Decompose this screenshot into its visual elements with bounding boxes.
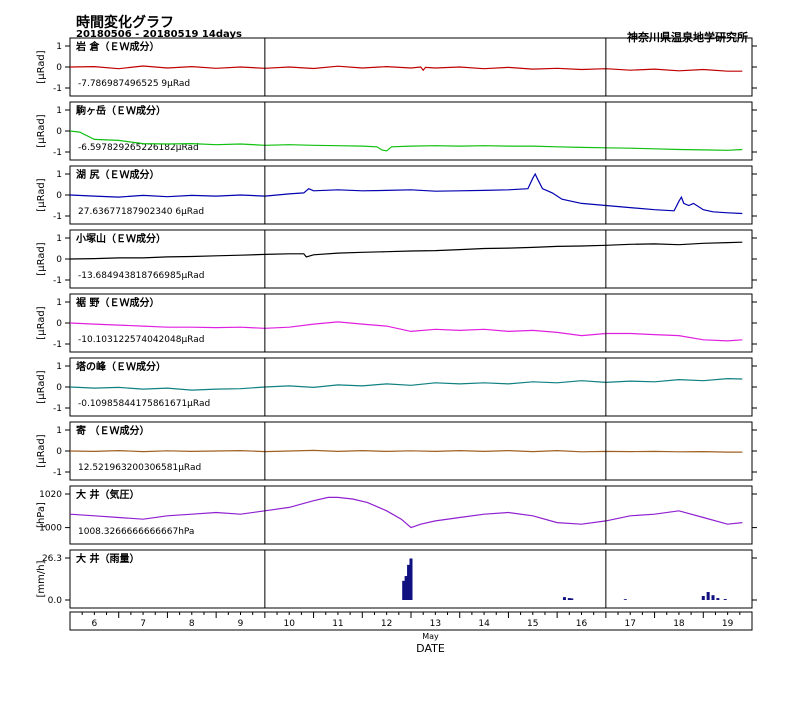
x-tick-label: 19 bbox=[722, 619, 734, 629]
y-tick-label: -1 bbox=[53, 276, 62, 286]
rain-bar bbox=[623, 599, 627, 600]
rain-bar bbox=[567, 598, 571, 600]
y-tick-label: -1 bbox=[53, 212, 62, 222]
rain-bar bbox=[409, 558, 413, 600]
panel-frame bbox=[69, 549, 753, 609]
x-axis-label: DATE bbox=[416, 642, 445, 655]
x-tick-label: 16 bbox=[576, 619, 588, 629]
x-tick-label: 15 bbox=[527, 619, 538, 629]
x-tick-label: 8 bbox=[189, 619, 195, 629]
y-axis-label: [μRad] bbox=[36, 114, 47, 147]
y-tick-label: -1 bbox=[53, 84, 62, 94]
offset-label: -10.103122574042048μRad bbox=[78, 335, 204, 345]
x-tick-label: 11 bbox=[332, 619, 343, 629]
series-line bbox=[69, 449, 743, 453]
y-tick-label: 26.3 bbox=[42, 554, 62, 564]
y-axis-label: [μRad] bbox=[36, 370, 47, 403]
y-tick-label: 1 bbox=[56, 234, 62, 244]
series-name: 岩 倉（ＥＷ成分） bbox=[75, 40, 159, 53]
x-tick-label: 12 bbox=[381, 619, 392, 629]
offset-label: -0.10985844175861671μRad bbox=[78, 399, 210, 409]
y-axis-label: [μRad] bbox=[36, 306, 47, 339]
series-name: 大 井（気圧） bbox=[76, 488, 139, 501]
rain-bar bbox=[404, 576, 408, 600]
y-tick-label: 0 bbox=[56, 63, 62, 73]
offset-label: -13.684943818766985μRad bbox=[78, 271, 204, 281]
y-tick-label: 1 bbox=[56, 426, 62, 436]
series-name: 駒ヶ岳（ＥＷ成分） bbox=[75, 104, 166, 117]
y-tick-label: 1 bbox=[56, 362, 62, 372]
month-label: May bbox=[422, 632, 439, 641]
offset-label: 1008.3266666666667hPa bbox=[78, 527, 194, 537]
series-line bbox=[69, 172, 743, 215]
x-tick-label: 9 bbox=[238, 619, 244, 629]
y-axis-label: [hPa] bbox=[36, 502, 47, 528]
y-tick-label: 0 bbox=[56, 383, 62, 393]
series-line bbox=[69, 496, 743, 529]
rain-bar bbox=[716, 598, 720, 600]
x-tick-label: 13 bbox=[430, 619, 441, 629]
y-tick-label: 0 bbox=[56, 191, 62, 201]
rain-bar bbox=[562, 597, 566, 600]
offset-label: -7.786987496525 9μRad bbox=[78, 79, 190, 89]
series-line bbox=[69, 377, 743, 391]
rain-bar bbox=[723, 599, 727, 600]
y-tick-label: 1 bbox=[56, 170, 62, 180]
offset-label: 27.63677187902340 6μRad bbox=[78, 207, 204, 217]
y-tick-label: 0 bbox=[56, 255, 62, 265]
rain-bar bbox=[570, 598, 574, 600]
panel-frame bbox=[69, 485, 753, 545]
series-line bbox=[69, 321, 743, 342]
series-line bbox=[69, 130, 743, 152]
y-axis-label: [μRad] bbox=[36, 178, 47, 211]
chart-title: 時間変化グラフ bbox=[76, 15, 174, 31]
y-tick-label: -1 bbox=[53, 340, 62, 350]
rain-bar bbox=[706, 592, 710, 600]
series-name: 小塚山（ＥＷ成分） bbox=[75, 232, 166, 245]
x-tick-label: 10 bbox=[283, 619, 295, 629]
y-axis-label: [μRad] bbox=[36, 50, 47, 83]
y-tick-label: -1 bbox=[53, 148, 62, 158]
series-name: 寄 （ＥＷ成分） bbox=[76, 424, 149, 437]
y-tick-label: 1000 bbox=[39, 524, 62, 534]
y-tick-label: 0 bbox=[56, 319, 62, 329]
y-tick-label: 0 bbox=[56, 447, 62, 457]
y-tick-label: -1 bbox=[53, 404, 62, 414]
y-tick-label: 0.0 bbox=[48, 596, 63, 606]
y-tick-label: 1 bbox=[56, 42, 62, 52]
x-tick-label: 14 bbox=[478, 619, 490, 629]
y-axis-label: [μRad] bbox=[36, 242, 47, 275]
chart-subtitle: 20180506 - 20180519 14days bbox=[76, 29, 242, 40]
series-line bbox=[69, 65, 743, 72]
y-tick-label: 0 bbox=[56, 127, 62, 137]
x-tick-label: 6 bbox=[91, 619, 97, 629]
series-line bbox=[69, 241, 743, 260]
series-name: 裾 野（ＥＷ成分） bbox=[76, 296, 159, 309]
x-tick-label: 18 bbox=[673, 619, 685, 629]
series-name: 湖 尻（ＥＷ成分） bbox=[76, 168, 159, 181]
series-name: 大 井（雨量） bbox=[76, 552, 139, 565]
y-tick-label: 1 bbox=[56, 106, 62, 116]
y-axis-label: [mm/h] bbox=[36, 560, 47, 597]
series-name: 塔の峰（ＥＷ成分） bbox=[76, 360, 166, 373]
rain-bar bbox=[711, 595, 715, 600]
y-axis-label: [μRad] bbox=[36, 434, 47, 467]
offset-label: -6.597829265226182μRad bbox=[78, 143, 199, 153]
y-tick-label: 1 bbox=[56, 298, 62, 308]
x-tick-label: 7 bbox=[140, 619, 146, 629]
rain-bar bbox=[407, 564, 411, 600]
y-tick-label: 1020 bbox=[39, 490, 62, 500]
y-tick-label: -1 bbox=[53, 468, 62, 478]
rain-bar bbox=[402, 580, 406, 600]
offset-label: 12.521963200306581μRad bbox=[78, 463, 201, 473]
x-tick-label: 17 bbox=[624, 619, 635, 629]
rain-bar bbox=[701, 596, 705, 600]
